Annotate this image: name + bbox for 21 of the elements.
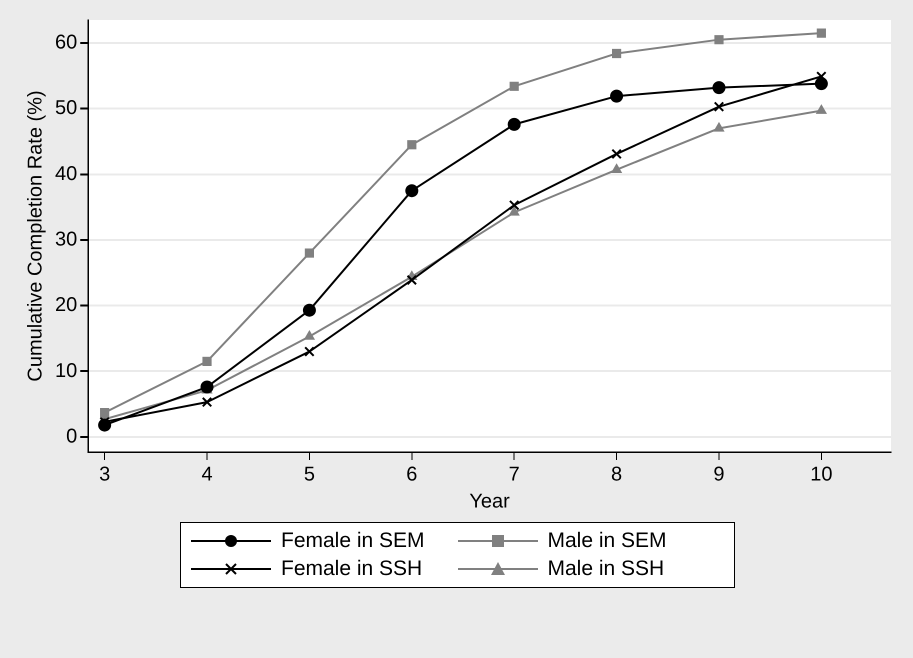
legend-label: Female in SSH [281,557,422,581]
y-axis-title: Cumulative Completion Rate (%) [24,90,47,382]
y-tick-label: 20 [54,294,78,316]
x-tick-label: 9 [713,464,725,486]
x-tick-label: 5 [304,464,315,486]
x-tick-label: 4 [201,464,213,486]
x-tick-label: 10 [810,464,832,486]
legend-label: Female in SEM [281,529,425,553]
y-tick-label: 30 [54,228,78,250]
y-tick-label: 40 [54,162,78,185]
x-tick-label: 7 [508,464,520,486]
y-tick-label: 10 [54,360,78,382]
x-axis-title: Year [469,490,510,513]
x-tick-label: 3 [99,464,110,486]
legend-label: Male in SSH [548,557,664,581]
y-tick-label: 50 [54,97,78,120]
legend-label: Male in SEM [548,529,667,553]
y-tick-label: 60 [54,31,78,54]
x-tick-label: 6 [406,464,418,486]
x-tick-label: 8 [611,464,622,486]
y-tick-label: 0 [66,425,78,448]
